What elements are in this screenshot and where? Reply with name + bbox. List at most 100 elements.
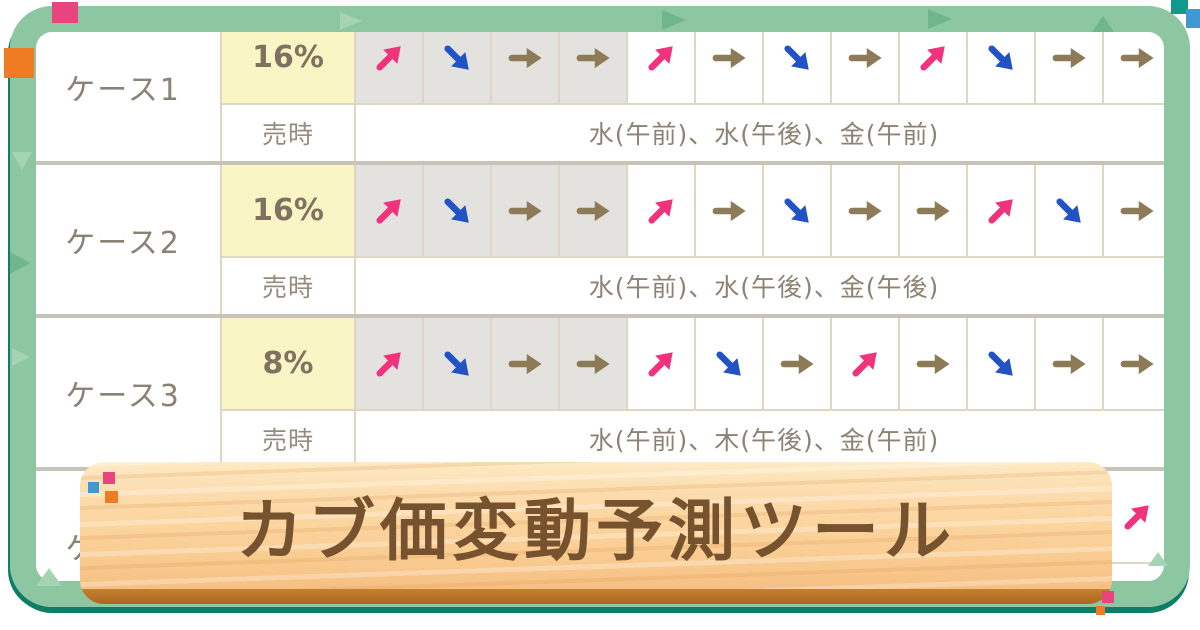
- case-label: ケース2: [26, 165, 222, 314]
- trend-down-arrow-icon: [444, 44, 469, 70]
- trend-right-arrow-icon: [848, 200, 882, 221]
- trend-right-arrow-icon: [712, 47, 746, 68]
- probability-value: 8%: [222, 318, 356, 411]
- trend-arrow-cell: [968, 165, 1036, 258]
- trend-arrow-cell: [356, 165, 424, 258]
- trend-arrow-cell: [764, 12, 832, 105]
- trend-up-arrow-icon: [852, 351, 877, 377]
- trend-right-arrow-icon: [508, 47, 542, 68]
- trend-arrow-cell: [764, 165, 832, 258]
- probability-value: 16%: [222, 165, 356, 258]
- trend-arrow-cell: [1104, 12, 1172, 105]
- orange-square-icon: [4, 48, 34, 78]
- sell-time-value: 水(午前)、木(午後)、金(午前): [588, 426, 940, 455]
- probability-value: 16%: [222, 12, 356, 105]
- trend-down-arrow-icon: [988, 44, 1013, 70]
- trend-arrow-cell: [424, 318, 492, 411]
- trend-down-arrow-icon: [784, 44, 809, 70]
- trend-arrow-cell: [424, 165, 492, 258]
- trend-up-arrow-icon: [988, 198, 1013, 224]
- case-label: ケース3: [26, 318, 222, 467]
- trend-down-arrow-icon: [988, 350, 1013, 376]
- trend-arrow-cell: [1036, 12, 1104, 105]
- sell-time-value: 水(午前)、水(午後)、金(午後): [588, 273, 940, 302]
- trend-down-arrow-icon: [1056, 197, 1081, 223]
- trend-arrow-cell: [696, 318, 764, 411]
- trend-arrow-cell: [424, 12, 492, 105]
- trend-right-arrow-icon: [1120, 353, 1154, 374]
- trend-arrow-cell: [832, 318, 900, 411]
- sell-time-value: 水(午前)、水(午後)、金(午前): [588, 120, 940, 149]
- trend-down-arrow-icon: [444, 197, 469, 223]
- trend-up-arrow-icon: [376, 351, 401, 377]
- trend-up-arrow-icon: [376, 45, 401, 71]
- sell-time-label: 売時: [222, 105, 356, 161]
- trend-up-arrow-icon: [376, 198, 401, 224]
- page-title: カブ価変動予測ツール: [236, 492, 956, 570]
- trend-arrow-cell: [356, 318, 424, 411]
- trend-right-arrow-icon: [1120, 200, 1154, 221]
- trend-arrow-cell: [900, 165, 968, 258]
- table-row: ケース3 8% 売時 水(午前)、木(午後)、金(午前): [26, 314, 1172, 467]
- trend-arrow-cell: [1104, 165, 1172, 258]
- trend-down-arrow-icon: [444, 350, 469, 376]
- trend-right-arrow-icon: [508, 200, 542, 221]
- trend-arrow-cell: [492, 12, 560, 105]
- wooden-title-sign: カブ価変動予測ツール: [80, 462, 1112, 604]
- trend-arrow-cell: [696, 165, 764, 258]
- sell-time-label: 売時: [222, 258, 356, 314]
- trend-arrow-cell: [696, 12, 764, 105]
- trend-up-arrow-icon: [920, 45, 945, 71]
- trend-arrow-cell: [560, 12, 628, 105]
- trend-right-arrow-icon: [508, 353, 542, 374]
- pink-square-icon: [1102, 591, 1114, 603]
- trend-arrow-cell: [1104, 471, 1172, 564]
- trend-up-arrow-icon: [648, 351, 673, 377]
- trend-arrow-cell: [492, 318, 560, 411]
- trend-down-arrow-icon: [716, 350, 741, 376]
- trend-up-arrow-icon: [648, 198, 673, 224]
- trend-arrow-cell: [900, 12, 968, 105]
- trend-right-arrow-icon: [848, 47, 882, 68]
- pink-square-icon: [103, 472, 115, 484]
- trend-arrow-cell: [1104, 318, 1172, 411]
- orange-square-icon: [1096, 606, 1105, 615]
- trend-arrow-cell: [560, 165, 628, 258]
- blue-square-icon: [88, 482, 99, 493]
- table-row: ケース1 16% 売時 水(午前)、水(午後)、金(午前): [26, 12, 1172, 161]
- trend-arrow-cell: [968, 318, 1036, 411]
- trend-right-arrow-icon: [916, 353, 950, 374]
- trend-right-arrow-icon: [1052, 353, 1086, 374]
- trend-arrow-cell: [968, 12, 1036, 105]
- trend-right-arrow-icon: [1120, 47, 1154, 68]
- trend-right-arrow-icon: [916, 200, 950, 221]
- trend-up-arrow-icon: [648, 45, 673, 71]
- trend-arrow-cell: [900, 318, 968, 411]
- trend-right-arrow-icon: [576, 353, 610, 374]
- trend-arrow-cell: [832, 12, 900, 105]
- blue-square-icon: [1186, 9, 1200, 28]
- trend-right-arrow-icon: [576, 200, 610, 221]
- trend-arrow-cell: [628, 12, 696, 105]
- trend-arrow-cell: [1036, 318, 1104, 411]
- case-label: ケース1: [26, 12, 222, 161]
- trend-arrow-cell: [560, 318, 628, 411]
- trend-arrow-cell: [832, 165, 900, 258]
- trend-up-arrow-icon: [1124, 504, 1149, 530]
- pink-square-icon: [52, 2, 78, 23]
- table-row: ケース2 16% 売時 水(午前)、水(午後)、金(午後): [26, 161, 1172, 314]
- trend-right-arrow-icon: [712, 200, 746, 221]
- trend-arrow-cell: [764, 318, 832, 411]
- trend-arrow-cell: [356, 12, 424, 105]
- trend-arrow-cell: [492, 165, 560, 258]
- trend-arrow-cell: [628, 165, 696, 258]
- sign-bottom-band: [80, 589, 1112, 604]
- trend-right-arrow-icon: [576, 47, 610, 68]
- sell-time-label: 売時: [222, 411, 356, 467]
- trend-right-arrow-icon: [780, 353, 814, 374]
- trend-right-arrow-icon: [1052, 47, 1086, 68]
- trend-arrow-cell: [628, 318, 696, 411]
- orange-square-icon: [105, 491, 118, 503]
- trend-arrow-cell: [1036, 165, 1104, 258]
- trend-down-arrow-icon: [784, 197, 809, 223]
